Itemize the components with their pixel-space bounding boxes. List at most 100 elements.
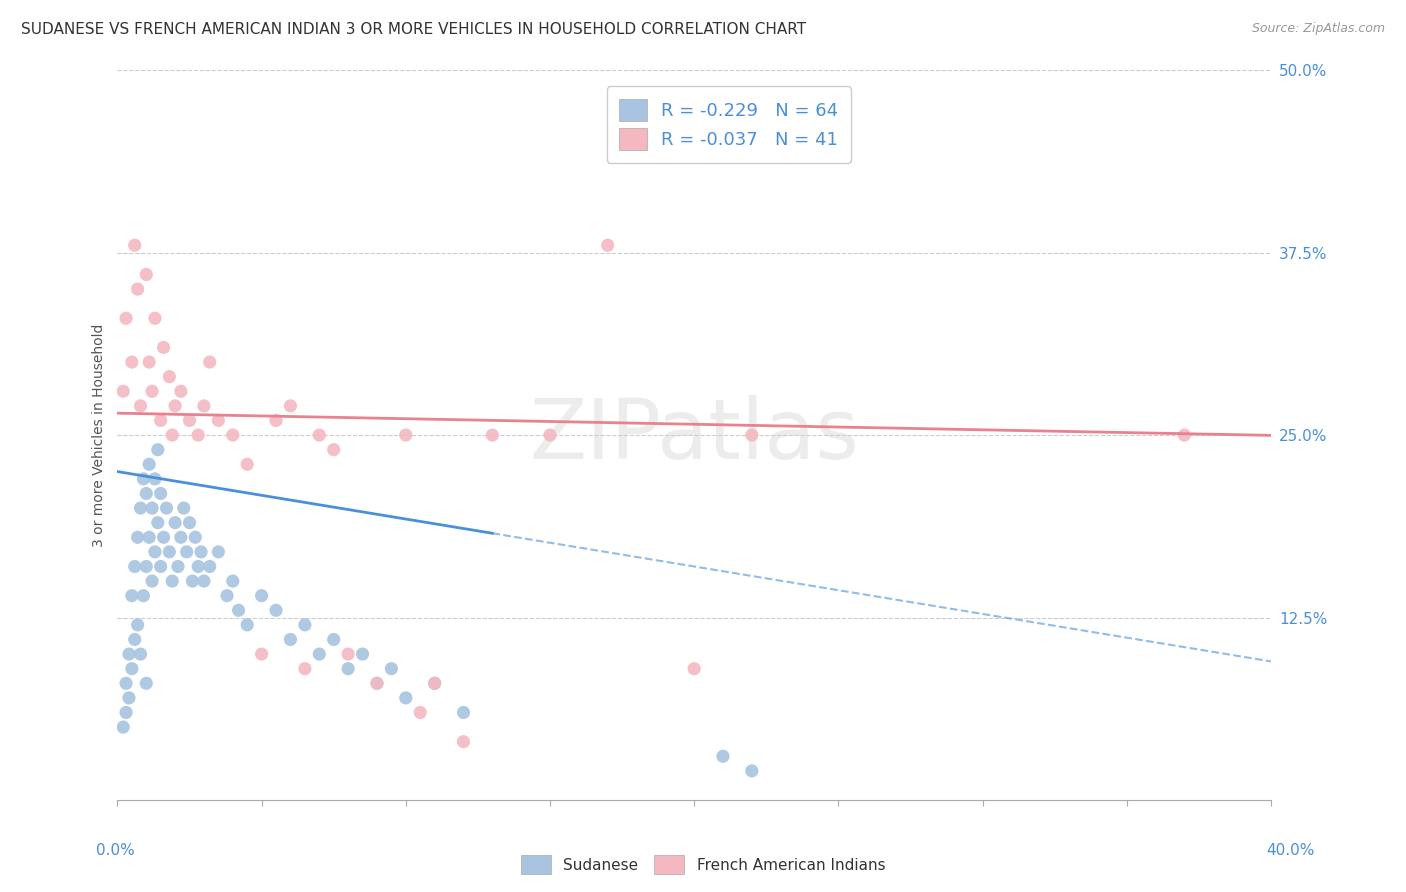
Point bbox=[294, 662, 316, 676]
Point bbox=[236, 618, 259, 632]
Point bbox=[132, 589, 155, 603]
Text: 40.0%: 40.0% bbox=[1267, 843, 1315, 858]
Point bbox=[143, 545, 166, 559]
Point bbox=[181, 574, 204, 588]
Point bbox=[121, 589, 143, 603]
Point bbox=[179, 516, 201, 530]
Point bbox=[173, 501, 195, 516]
Point bbox=[190, 545, 212, 559]
Point bbox=[337, 647, 360, 661]
Point bbox=[294, 618, 316, 632]
Point bbox=[112, 384, 135, 399]
Point bbox=[129, 501, 152, 516]
Point bbox=[141, 384, 163, 399]
Point bbox=[149, 559, 172, 574]
Point bbox=[115, 676, 138, 690]
Point bbox=[135, 268, 157, 282]
Point bbox=[118, 690, 141, 705]
Point bbox=[115, 311, 138, 326]
Point bbox=[127, 530, 149, 544]
Point bbox=[481, 428, 503, 442]
Point bbox=[222, 428, 245, 442]
Point bbox=[711, 749, 734, 764]
Point bbox=[215, 589, 238, 603]
Point bbox=[152, 341, 174, 355]
Point bbox=[308, 647, 330, 661]
Y-axis label: 3 or more Vehicles in Household: 3 or more Vehicles in Household bbox=[93, 324, 107, 547]
Point bbox=[250, 589, 273, 603]
Text: ZIPatlas: ZIPatlas bbox=[529, 394, 859, 475]
Point bbox=[160, 574, 183, 588]
Point bbox=[322, 632, 344, 647]
Point bbox=[118, 647, 141, 661]
Point bbox=[380, 662, 402, 676]
Point bbox=[1173, 428, 1195, 442]
Point bbox=[538, 428, 561, 442]
Point bbox=[141, 574, 163, 588]
Point bbox=[121, 355, 143, 369]
Point bbox=[165, 399, 187, 413]
Point bbox=[157, 545, 180, 559]
Point bbox=[121, 662, 143, 676]
Point bbox=[129, 647, 152, 661]
Point bbox=[146, 442, 169, 457]
Point bbox=[366, 676, 388, 690]
Point bbox=[337, 662, 360, 676]
Point bbox=[152, 530, 174, 544]
Point bbox=[741, 764, 763, 778]
Point bbox=[157, 369, 180, 384]
Point bbox=[187, 428, 209, 442]
Point bbox=[423, 676, 446, 690]
Point bbox=[127, 618, 149, 632]
Point bbox=[124, 632, 146, 647]
Point bbox=[596, 238, 619, 252]
Point bbox=[138, 457, 160, 471]
Point bbox=[193, 574, 215, 588]
Point bbox=[207, 413, 229, 427]
Point bbox=[184, 530, 207, 544]
Point bbox=[143, 311, 166, 326]
Point bbox=[129, 399, 152, 413]
Point bbox=[160, 428, 183, 442]
Legend: Sudanese, French American Indians: Sudanese, French American Indians bbox=[515, 849, 891, 880]
Point bbox=[395, 428, 418, 442]
Point bbox=[280, 399, 302, 413]
Point bbox=[115, 706, 138, 720]
Point bbox=[179, 413, 201, 427]
Point bbox=[167, 559, 190, 574]
Text: Source: ZipAtlas.com: Source: ZipAtlas.com bbox=[1251, 22, 1385, 36]
Point bbox=[198, 559, 221, 574]
Point bbox=[176, 545, 198, 559]
Point bbox=[146, 516, 169, 530]
Point bbox=[149, 486, 172, 500]
Point bbox=[264, 413, 287, 427]
Point bbox=[149, 413, 172, 427]
Point bbox=[124, 238, 146, 252]
Point bbox=[264, 603, 287, 617]
Point bbox=[741, 428, 763, 442]
Point bbox=[135, 676, 157, 690]
Point bbox=[308, 428, 330, 442]
Point bbox=[138, 355, 160, 369]
Point bbox=[352, 647, 374, 661]
Point bbox=[193, 399, 215, 413]
Point bbox=[165, 516, 187, 530]
Point bbox=[228, 603, 250, 617]
Point bbox=[124, 559, 146, 574]
Point bbox=[143, 472, 166, 486]
Legend: R = -0.229   N = 64, R = -0.037   N = 41: R = -0.229 N = 64, R = -0.037 N = 41 bbox=[607, 87, 851, 163]
Point bbox=[366, 676, 388, 690]
Point bbox=[170, 384, 193, 399]
Point bbox=[683, 662, 706, 676]
Point bbox=[423, 676, 446, 690]
Text: SUDANESE VS FRENCH AMERICAN INDIAN 3 OR MORE VEHICLES IN HOUSEHOLD CORRELATION C: SUDANESE VS FRENCH AMERICAN INDIAN 3 OR … bbox=[21, 22, 806, 37]
Point bbox=[187, 559, 209, 574]
Point bbox=[141, 501, 163, 516]
Point bbox=[135, 486, 157, 500]
Point bbox=[395, 690, 418, 705]
Point bbox=[155, 501, 177, 516]
Point bbox=[322, 442, 344, 457]
Point bbox=[453, 734, 475, 748]
Point bbox=[198, 355, 221, 369]
Text: 0.0%: 0.0% bbox=[96, 843, 135, 858]
